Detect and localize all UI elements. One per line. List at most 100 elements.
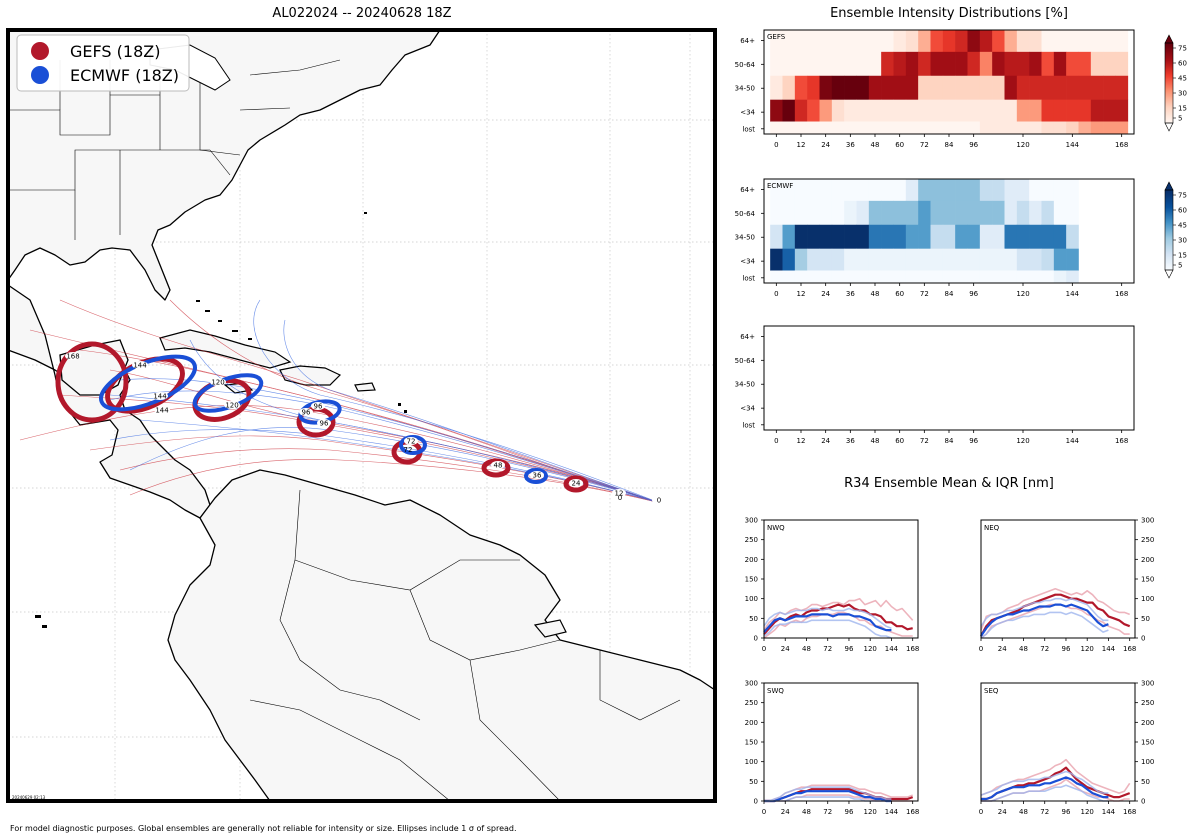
r34-y-tick-label: 200 [1141, 719, 1154, 727]
colorbar-segment [1165, 57, 1173, 60]
r34-x-tick-label: 168 [1123, 645, 1136, 653]
heatmap-cell [1029, 224, 1042, 249]
heatmap-cell [794, 51, 808, 77]
colorbar-segment [1165, 45, 1173, 48]
heatmap-cell [979, 51, 993, 77]
heatmap-cell [819, 248, 833, 271]
heatmap-cell [831, 99, 845, 122]
heatmap-cell [905, 179, 919, 202]
heatmap-cell [955, 200, 968, 226]
track-label-144-c: 144 [154, 406, 170, 415]
colorbar-segment [1165, 81, 1173, 84]
heatmap-cell [1115, 121, 1129, 135]
heatmap-cell [1029, 270, 1042, 284]
colorbar-tick-label: 30 [1178, 237, 1187, 245]
heatmap-x-tick-label: 72 [920, 290, 929, 298]
heatmap-cell [967, 200, 981, 226]
heatmap-x-tick-label: 0 [774, 437, 778, 445]
heatmap-row-label: lost [742, 421, 755, 429]
heatmap-cell [1115, 51, 1129, 77]
heatmap-cell [856, 30, 870, 53]
heatmap-cell [881, 51, 894, 77]
heatmap-x-tick-label: 84 [945, 141, 954, 149]
heatmap-cell [1004, 75, 1018, 100]
heatmap-cell [1041, 51, 1055, 77]
colorbar-tick-label: 5 [1178, 262, 1182, 270]
heatmap-cell [967, 270, 981, 284]
r34-x-tick-label: 144 [885, 808, 899, 816]
colorbar-segment [1165, 85, 1173, 88]
colorbar-segment [1165, 113, 1173, 116]
colorbar-segment [1165, 198, 1173, 201]
heatmap-cell [979, 30, 993, 53]
r34-x-tick-label: 96 [845, 645, 854, 653]
track-label-96-b: 96 [311, 402, 325, 411]
heatmap-cell [807, 75, 820, 100]
heatmap-cell [918, 224, 931, 249]
heatmap-cell [979, 99, 993, 122]
heatmap-row-label: lost [742, 125, 755, 133]
heatmap-cell [868, 224, 882, 249]
heatmap-x-tick-label: 168 [1115, 437, 1128, 445]
r34-x-tick-label: 96 [1062, 808, 1071, 816]
heatmap-cell [819, 75, 833, 100]
colorbar-segment [1165, 117, 1173, 120]
colorbar-segment [1165, 248, 1173, 251]
heatmap-cell [1103, 75, 1116, 100]
heatmap-cell [918, 179, 931, 202]
colorbar-segment [1165, 105, 1173, 108]
svg-text:144: 144 [153, 393, 167, 401]
heatmap-cell [1029, 99, 1042, 122]
colorbar-segment [1165, 95, 1173, 98]
heatmap-cell [1078, 30, 1092, 53]
heatmap-cell [1016, 270, 1030, 284]
heatmap-cell [942, 121, 956, 135]
r34-panel-neq: NEQ 0 50 100 150 200 250 300 0 24 48 72 96 120 144 168 [979, 517, 1155, 654]
r34-x-tick-label: 0 [762, 645, 766, 653]
colorbar-tick-label: 45 [1178, 222, 1187, 230]
heatmap-cell [807, 99, 820, 122]
colorbar-segment [1165, 258, 1173, 261]
heatmap-row-label: 50-64 [735, 357, 756, 365]
r34-x-tick-label: 168 [906, 808, 919, 816]
r34-y-tick-label: 50 [749, 615, 758, 623]
r34-y-tick-label: 50 [749, 778, 758, 786]
r34-y-tick-label: 250 [745, 536, 758, 544]
north-america-landmass [7, 29, 441, 301]
colorbar-segment [1165, 115, 1173, 118]
svg-text:120: 120 [225, 402, 238, 410]
heatmap-cell [831, 248, 845, 271]
colorbar-segment [1165, 238, 1173, 241]
heatmap-cell [992, 30, 1005, 53]
trinidad [533, 619, 567, 638]
heatmap-cell [844, 200, 857, 226]
r34-y-tick-label: 250 [1141, 536, 1154, 544]
heatmap-x-tick-label: 96 [969, 437, 978, 445]
map-title: AL022024 -- 20240628 18Z [272, 6, 451, 21]
r34-y-tick-label: 100 [745, 758, 758, 766]
svg-text:0: 0 [657, 497, 661, 505]
heatmap-cell [942, 99, 956, 122]
r34-x-tick-label: 144 [885, 645, 899, 653]
colorbar-segment [1165, 75, 1173, 78]
colorbar-segment [1165, 266, 1173, 269]
heatmap-x-tick-label: 60 [895, 290, 904, 298]
heatmap-cell [1053, 30, 1067, 53]
colorbar-segment [1165, 226, 1173, 229]
svg-text:120: 120 [211, 379, 224, 387]
colorbar-segment [1165, 65, 1173, 68]
cuba [159, 329, 292, 369]
colorbar-segment [1165, 210, 1173, 213]
heatmap-cell [831, 179, 845, 202]
heatmap-cell [1029, 30, 1042, 53]
heatmap-cell [844, 51, 857, 77]
heatmap-cell [794, 121, 808, 135]
heatmap-cell [1041, 30, 1055, 53]
heatmap-cell [856, 121, 870, 135]
r34-panel-nwq: NWQ 0 50 100 150 200 250 300 0 24 48 72 96 120 144 168 [745, 517, 920, 654]
svg-text:144: 144 [133, 362, 147, 370]
colorbar-tick-label: 60 [1178, 207, 1187, 215]
hispaniola [279, 365, 342, 386]
heatmap-cell [770, 179, 783, 202]
colorbar-segment [1165, 192, 1173, 195]
